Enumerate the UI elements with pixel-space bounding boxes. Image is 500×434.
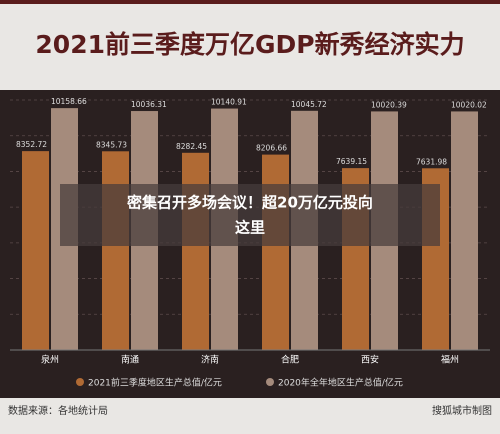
x-tick-label: 合肥 bbox=[281, 354, 299, 366]
bar bbox=[451, 111, 478, 350]
value-label: 8282.45 bbox=[176, 142, 207, 151]
value-label: 7631.98 bbox=[416, 157, 447, 166]
x-tick-label: 福州 bbox=[441, 354, 459, 366]
title-bar bbox=[0, 0, 500, 90]
value-label: 10158.66 bbox=[51, 97, 87, 106]
x-tick-label: 泉州 bbox=[41, 354, 59, 366]
bar bbox=[182, 152, 209, 350]
chart-title: 2021前三季度万亿GDP新秀经济实力 bbox=[35, 30, 464, 59]
value-label: 10020.39 bbox=[371, 100, 407, 109]
value-label: 8352.72 bbox=[16, 140, 47, 149]
value-label: 10036.31 bbox=[131, 100, 167, 109]
source: 数据来源：各地统计局 bbox=[8, 404, 108, 417]
overlay-text: 这里 bbox=[235, 219, 265, 237]
bar bbox=[262, 154, 289, 350]
value-label: 8206.66 bbox=[256, 144, 287, 153]
x-tick-label: 南通 bbox=[121, 354, 139, 366]
value-label: 10020.02 bbox=[451, 100, 487, 109]
value-label: 10140.91 bbox=[211, 98, 247, 107]
bar bbox=[22, 151, 49, 350]
bar bbox=[102, 151, 129, 350]
footer-bar bbox=[0, 398, 500, 434]
legend-label: 2021前三季度地区生产总值/亿元 bbox=[88, 377, 222, 389]
overlay-box bbox=[60, 184, 440, 246]
x-tick-label: 西安 bbox=[361, 354, 379, 366]
value-label: 10045.72 bbox=[291, 100, 327, 109]
legend-swatch bbox=[76, 378, 84, 386]
legend-swatch bbox=[266, 378, 274, 386]
x-tick-label: 济南 bbox=[201, 354, 219, 366]
value-label: 7639.15 bbox=[336, 157, 367, 166]
credit: 搜狐城市制图 bbox=[432, 404, 492, 417]
legend-label: 2020年全年地区生产总值/亿元 bbox=[278, 377, 403, 389]
overlay-text: 密集召开多场会议！超20万亿元投向 bbox=[127, 194, 373, 212]
title-accent bbox=[0, 0, 500, 4]
value-label: 8345.73 bbox=[96, 140, 127, 149]
